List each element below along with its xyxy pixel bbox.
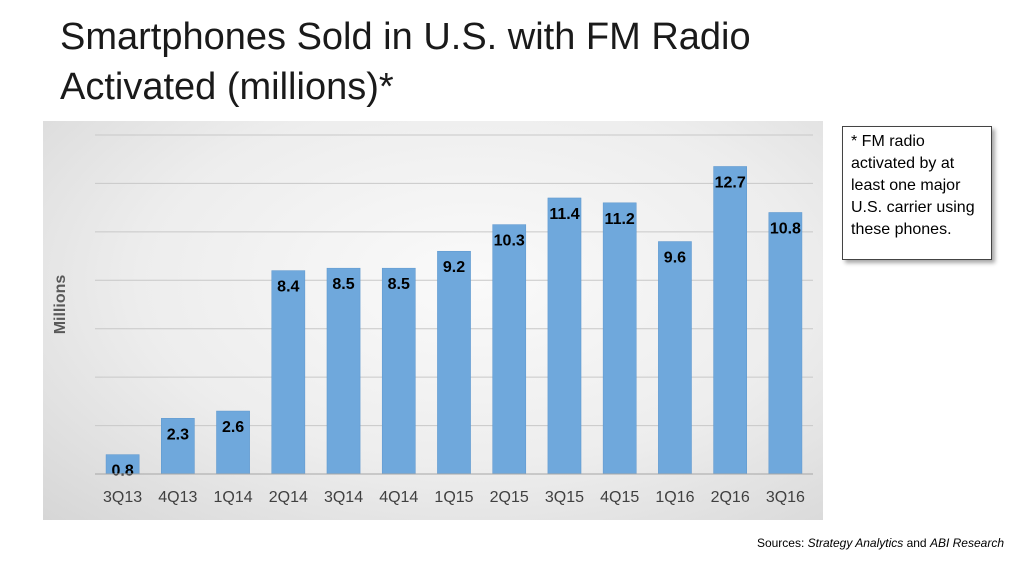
data-label-2q14: 8.4 xyxy=(277,279,299,296)
bar-3q14 xyxy=(326,267,361,475)
y-axis-title: Millions xyxy=(52,275,69,335)
data-label-1q15: 9.2 xyxy=(443,259,465,276)
x-tick-label-4q14: 4Q14 xyxy=(379,489,418,506)
data-label-3q13: 0.8 xyxy=(111,463,133,480)
bar-1q15 xyxy=(437,250,471,475)
bar-1q16 xyxy=(658,241,692,475)
title-line-2: Activated (millions)* xyxy=(60,66,394,108)
x-tick-label-3q16: 3Q16 xyxy=(766,489,805,506)
plot-area: Millions 0.8 3Q13 2.3 4Q13 2.6 1Q14 8.4 2Q14 8.5 3… xyxy=(43,121,823,520)
data-label-4q13: 2.3 xyxy=(167,426,189,443)
x-tick-label-2q16: 2Q16 xyxy=(711,489,750,506)
data-label-1q14: 2.6 xyxy=(222,419,244,436)
data-label-1q16: 9.6 xyxy=(664,250,686,267)
bar-4q13 xyxy=(161,418,195,475)
bar-chart: Millions 0.8 3Q13 2.3 4Q13 2.6 1Q14 8.4 2Q14 8.5 3… xyxy=(52,134,813,506)
bar-3q15 xyxy=(547,197,582,475)
bar-3q16 xyxy=(768,212,803,475)
bar-1q14 xyxy=(216,410,250,475)
sources-joiner: and xyxy=(903,536,930,550)
x-tick-label-1q15: 1Q15 xyxy=(434,489,473,506)
sources-prefix: Sources: xyxy=(756,536,808,550)
footnote-box: * FM radio activated by at least one maj… xyxy=(842,126,992,260)
data-label-4q15: 11.2 xyxy=(605,211,635,228)
data-label-3q16: 10.8 xyxy=(770,220,801,237)
data-label-3q14: 8.5 xyxy=(332,276,354,293)
bar-2q16 xyxy=(713,166,747,475)
sources-line: Sources: Strategy Analytics and ABI Rese… xyxy=(757,536,1004,550)
bar-2q15 xyxy=(492,224,527,475)
data-label-4q14: 8.5 xyxy=(388,276,410,293)
x-tick-label-3q14: 3Q14 xyxy=(324,489,363,506)
x-tick-label-3q15: 3Q15 xyxy=(545,489,584,506)
x-tick-label-1q16: 1Q16 xyxy=(655,489,694,506)
data-label-2q16: 12.7 xyxy=(715,174,746,191)
data-label-2q15: 10.3 xyxy=(494,233,525,250)
x-tick-label-1q14: 1Q14 xyxy=(214,489,253,506)
data-label-3q15: 11.4 xyxy=(549,206,579,223)
title-line-1: Smartphones Sold in U.S. with FM Radio xyxy=(60,16,751,58)
source-abi-research: ABI Research xyxy=(929,536,1004,550)
x-tick-label-4q13: 4Q13 xyxy=(158,489,197,506)
x-tick-label-2q14: 2Q14 xyxy=(269,489,308,506)
x-tick-label-4q15: 4Q15 xyxy=(600,489,639,506)
bar-2q14 xyxy=(271,270,306,475)
bar-4q14 xyxy=(381,267,416,475)
bar-4q15 xyxy=(602,202,637,475)
x-tick-label-3q13: 3Q13 xyxy=(103,489,142,506)
source-strategy-analytics: Strategy Analytics xyxy=(807,536,904,550)
x-tick-label-2q15: 2Q15 xyxy=(490,489,529,506)
chart-title: Smartphones Sold in U.S. with FM Radio A… xyxy=(60,12,860,112)
